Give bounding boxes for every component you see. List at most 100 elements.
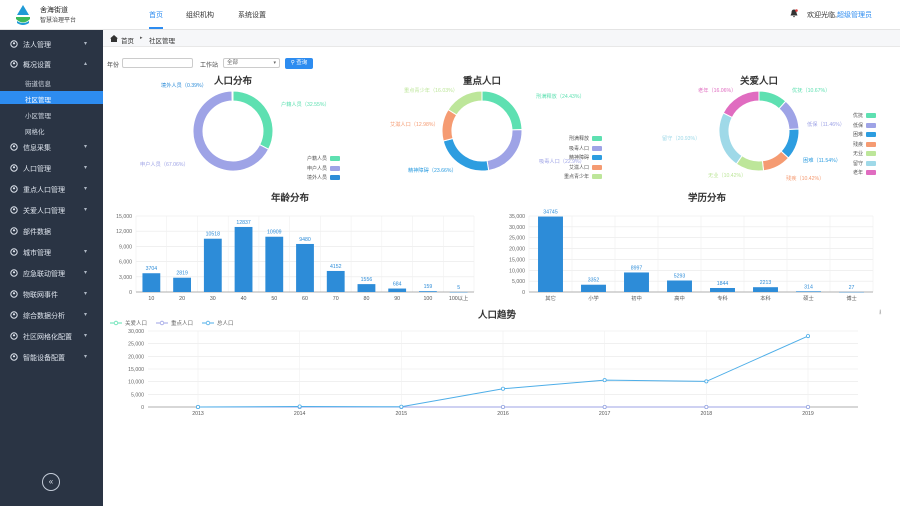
chevron-up-icon: ▴ — [84, 61, 88, 67]
tab-home[interactable]: 首页 — [149, 10, 163, 29]
bar[interactable] — [142, 273, 161, 292]
sidebar-item[interactable]: 人口管理 ▾ — [0, 161, 103, 175]
legend-item[interactable]: 艾滋人口 — [569, 164, 602, 171]
legend-item[interactable]: 困难 — [853, 131, 876, 138]
person-icon — [10, 40, 18, 48]
legend-item[interactable]: 吸毒人口 — [569, 145, 602, 152]
legend-item[interactable]: 重点青少年 — [564, 173, 602, 180]
bar[interactable] — [796, 291, 821, 292]
tab-organization[interactable]: 组织机构 — [186, 12, 214, 19]
legend-item[interactable]: 申户人员 — [307, 165, 340, 172]
legend-item[interactable]: 总人口 — [202, 319, 234, 327]
legend-item[interactable]: 重点人口 — [156, 319, 193, 327]
pie-slice[interactable] — [231, 90, 234, 102]
sidebar-item[interactable]: 智能设备配置 ▾ — [0, 350, 103, 364]
workstation-value: 全部 — [227, 60, 239, 66]
sidebar-item[interactable]: 信息采集 ▾ — [0, 140, 103, 154]
chevron-down-icon: ▾ — [84, 249, 88, 255]
breadcrumb-home[interactable]: 首页 — [121, 38, 134, 45]
sidebar-item[interactable]: 综合数据分析 ▾ — [0, 308, 103, 322]
bar[interactable] — [581, 284, 606, 292]
sidebar-item[interactable]: 物联网事件 ▾ — [0, 287, 103, 301]
pie-slice[interactable] — [447, 90, 483, 116]
sidebar-subitem[interactable]: 网格化 — [0, 123, 103, 136]
bar[interactable] — [326, 270, 345, 292]
data-point[interactable] — [704, 404, 709, 409]
data-point[interactable] — [195, 404, 200, 409]
bar[interactable] — [418, 291, 437, 292]
user-link[interactable]: 超级管理员 — [836, 12, 872, 19]
bar[interactable] — [265, 236, 284, 292]
bar[interactable] — [753, 287, 778, 292]
sidebar-item[interactable]: 法人管理 ▾ — [0, 37, 103, 51]
x-tick-label: 40 — [241, 296, 247, 302]
bar[interactable] — [296, 243, 314, 292]
data-point[interactable] — [806, 334, 811, 339]
legend-item[interactable]: 境外人员 — [307, 174, 340, 181]
legend-item[interactable]: 无业 — [853, 150, 876, 157]
collapse-sidebar-button[interactable]: « — [42, 473, 60, 491]
sidebar-subitem[interactable]: 街道信息 — [0, 75, 103, 88]
year-input[interactable] — [122, 58, 193, 68]
y-tick-label: 0 — [141, 405, 144, 411]
bar[interactable] — [667, 280, 692, 292]
sidebar-item[interactable]: 关爱人口管理 ▾ — [0, 203, 103, 217]
workstation-select[interactable]: 全部 ▾ — [223, 58, 280, 68]
bar[interactable] — [388, 288, 407, 292]
y-tick-label: 30,000 — [128, 329, 144, 335]
legend-item[interactable]: 刑满释放 — [569, 135, 602, 142]
bell-icon[interactable] — [790, 9, 798, 18]
legend-item[interactable]: 残疾 — [853, 141, 876, 148]
legend-item[interactable]: 老年 — [853, 169, 876, 176]
query-button[interactable]: ⚲ 查询 — [285, 58, 313, 69]
x-tick-label: 90 — [394, 296, 400, 302]
chart-title: 学历分布 — [687, 193, 727, 204]
tab-system-settings[interactable]: 系统设置 — [238, 12, 266, 19]
data-point[interactable] — [500, 404, 505, 409]
sidebar-item-label: 概况设置 — [23, 62, 51, 69]
y-tick-label: 25,000 — [509, 236, 525, 242]
sidebar-subitem-label: 小区管理 — [25, 113, 51, 120]
bar[interactable] — [234, 226, 253, 292]
legend-item[interactable]: 精神障碍 — [569, 154, 602, 161]
bar[interactable] — [624, 272, 649, 292]
data-point[interactable] — [704, 379, 709, 384]
bar[interactable] — [203, 238, 222, 292]
legend-label: 户籍人员 — [306, 156, 327, 162]
sidebar-subitem[interactable]: 社区管理 — [0, 91, 103, 104]
data-point[interactable] — [500, 386, 505, 391]
pie-slice[interactable] — [722, 90, 760, 119]
chevron-down-icon: ▾ — [84, 333, 88, 339]
bar-value-label: 684 — [393, 282, 402, 288]
legend-item[interactable]: 关爱人口 — [110, 319, 147, 327]
data-point[interactable] — [297, 404, 302, 409]
data-point[interactable] — [399, 404, 404, 409]
y-tick-label: 15,000 — [116, 214, 132, 220]
x-tick-label: 20 — [179, 296, 185, 302]
sidebar-subitem[interactable]: 小区管理 — [0, 107, 103, 120]
bar-value-label: 3704 — [146, 266, 158, 272]
bar[interactable] — [710, 287, 735, 292]
legend-item[interactable]: 优抚 — [853, 112, 876, 119]
chart-title: 人口趋势 — [477, 310, 517, 321]
data-point[interactable] — [806, 404, 811, 409]
people-icon — [10, 185, 18, 193]
sidebar-item[interactable]: 城市管理 ▾ — [0, 245, 103, 259]
download-icon[interactable]: ⭳ — [879, 309, 882, 316]
data-point[interactable] — [602, 378, 607, 383]
x-tick-label: 60 — [302, 296, 308, 302]
data-point[interactable] — [602, 404, 607, 409]
sidebar-item[interactable]: 概况设置 ▴ — [0, 57, 103, 71]
bar[interactable] — [173, 277, 192, 292]
sidebar-item[interactable]: 部件数据 — [0, 224, 103, 238]
app-title: 舍海街道 — [40, 7, 68, 14]
legend-marker — [113, 320, 119, 326]
sidebar-item[interactable]: 重点人口管理 ▾ — [0, 182, 103, 196]
bar[interactable] — [538, 216, 563, 292]
sidebar-item[interactable]: 社区网格化配置 ▾ — [0, 329, 103, 343]
legend-item[interactable]: 低保 — [853, 122, 876, 129]
legend-item[interactable]: 户籍人员 — [307, 155, 340, 162]
sidebar-item[interactable]: 应急联动管理 ▾ — [0, 266, 103, 280]
legend-item[interactable]: 留守 — [853, 160, 876, 167]
bar[interactable] — [357, 284, 376, 292]
